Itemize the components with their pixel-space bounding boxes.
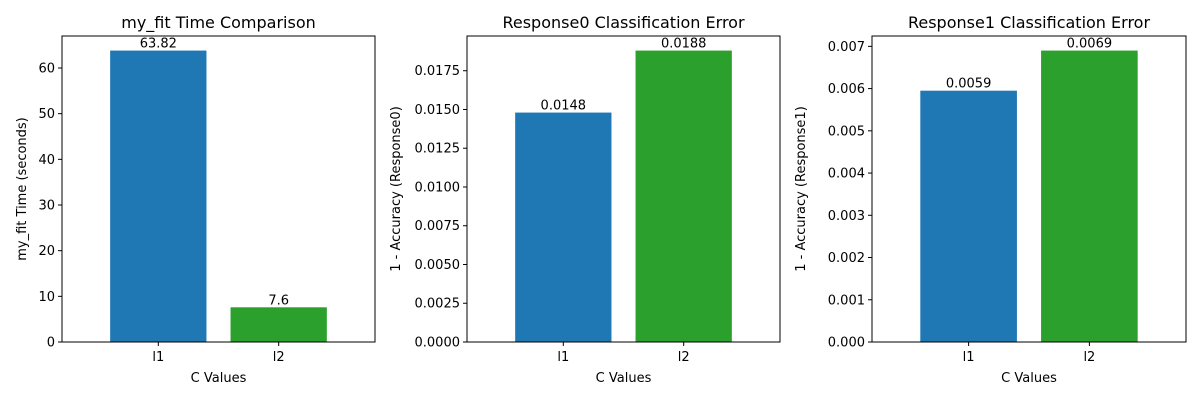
bar-value-label: 7.6 xyxy=(268,293,289,308)
chart-title: my_fit Time Comparison xyxy=(121,13,316,33)
x-axis-label: C Values xyxy=(1001,371,1057,386)
y-tick-label: 0 xyxy=(47,336,55,351)
y-tick-label: 0.0100 xyxy=(415,180,461,195)
y-tick-label: 0.0025 xyxy=(415,297,461,312)
y-axis-label: 1 - Accuracy (Response0) xyxy=(389,106,404,272)
x-tick-label: l1 xyxy=(152,350,164,365)
y-tick-label: 0.0000 xyxy=(415,336,461,351)
y-tick-label: 10 xyxy=(38,290,55,305)
y-tick-label: 50 xyxy=(38,107,55,122)
bar-value-label: 0.0188 xyxy=(661,37,707,52)
bar-value-label: 0.0069 xyxy=(1067,37,1113,52)
y-tick-label: 20 xyxy=(38,244,55,259)
y-tick-label: 60 xyxy=(38,62,55,77)
y-tick-label: 0.0125 xyxy=(415,142,461,157)
chart-title: Response1 Classification Error xyxy=(908,13,1150,32)
chart-panel-0: 63.82 7.6 0 10 20 30 40 50 60 l1 l2 my_fit Time Com… xyxy=(15,13,376,386)
y-axis-label: my_fit Time (seconds) xyxy=(15,117,30,261)
bar-l2 xyxy=(230,307,327,342)
bar-l1 xyxy=(110,50,207,342)
bar-value-label: 0.0148 xyxy=(541,99,587,114)
bar-l1 xyxy=(920,90,1017,343)
bar-value-label: 63.82 xyxy=(140,37,177,52)
y-tick-label: 0.004 xyxy=(828,167,865,182)
bar-l1 xyxy=(515,112,612,342)
chart-panel-1: 0.0148 0.0188 0.0000 0.0025 0.0050 0.0075 0.01… xyxy=(389,13,781,386)
y-tick-label: 0.0075 xyxy=(415,219,461,234)
y-tick-label: 0.006 xyxy=(828,82,865,97)
chart-title: Response0 Classification Error xyxy=(502,13,744,32)
axes-frame xyxy=(61,35,376,343)
x-tick-label: l1 xyxy=(963,350,975,365)
y-tick-label: 0.0150 xyxy=(415,103,461,118)
chart-panel-2: 0.0059 0.0069 0.000 0.001 0.002 0.003 0.004 0.0… xyxy=(794,13,1187,386)
x-tick-label: l2 xyxy=(678,350,690,365)
x-tick-label: l2 xyxy=(273,350,285,365)
y-tick-label: 0.002 xyxy=(828,251,865,266)
y-tick-label: 0.0175 xyxy=(415,64,461,79)
x-axis-label: C Values xyxy=(191,371,247,386)
bar-l2 xyxy=(635,50,732,342)
y-tick-label: 40 xyxy=(38,153,55,168)
x-axis-label: C Values xyxy=(596,371,652,386)
y-tick-label: 0.000 xyxy=(828,336,865,351)
bar-l2 xyxy=(1041,50,1138,342)
bar-value-label: 0.0059 xyxy=(946,77,992,92)
y-tick-label: 0.001 xyxy=(828,293,865,308)
y-axis-label: 1 - Accuracy (Response1) xyxy=(794,106,809,272)
y-tick-label: 0.0050 xyxy=(415,258,461,273)
y-tick-label: 30 xyxy=(38,199,55,214)
axes-frame xyxy=(871,35,1187,343)
axes-frame xyxy=(466,35,781,343)
y-tick-label: 0.005 xyxy=(828,124,865,139)
y-tick-label: 0.007 xyxy=(828,40,865,55)
y-tick-label: 0.003 xyxy=(828,209,865,224)
x-tick-label: l1 xyxy=(557,350,569,365)
x-tick-label: l2 xyxy=(1083,350,1095,365)
